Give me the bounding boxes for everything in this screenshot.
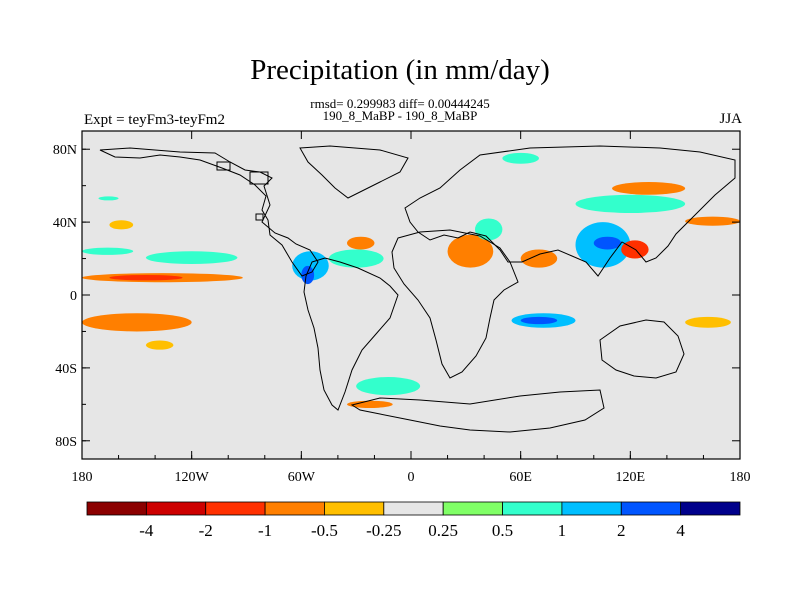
anomaly-north-pacific-west-positive: [98, 196, 119, 201]
chart-subtitle-periods: 190_8_MaBP - 190_8_MaBP: [322, 108, 478, 123]
colorbar-bin: [145, 501, 207, 516]
colorbar-bin: [383, 501, 444, 516]
anomaly-itcz-pacific-negative-core: [109, 274, 183, 281]
x-tick-label: 120E: [616, 470, 646, 485]
eurasia-outline: [404, 145, 736, 277]
colorbar-bin: [620, 501, 682, 516]
x-tick-label: 180: [72, 470, 93, 485]
season-label: JJA: [719, 111, 742, 127]
antarctica-outline: [350, 389, 605, 433]
y-tick-label: 40S: [55, 362, 77, 377]
colorbar-label: 1: [558, 521, 567, 540]
anomaly-south-atlantic-negative: [347, 400, 393, 408]
colorbar-label: -4: [139, 521, 154, 540]
colorbar-bin: [680, 501, 741, 516]
colorbar-bin: [561, 501, 622, 516]
x-tick-label: 120W: [175, 470, 210, 485]
colorbar-bin: [442, 501, 503, 516]
colorbar-bin: [86, 501, 147, 516]
anomaly-north-asia-positive: [575, 194, 686, 213]
colorbar-label: -0.25: [366, 521, 401, 540]
anomaly-north-pacific-negative: [109, 220, 134, 230]
anomaly-south-atlantic-positive: [356, 377, 421, 396]
anomaly-layer: [82, 152, 740, 408]
colorbar-label: 4: [676, 521, 685, 540]
y-tick-label: 80S: [55, 435, 77, 450]
chart-subtitle-stats: rmsd= 0.299983 diff= 0.00444245: [310, 96, 490, 111]
island-outline: [216, 161, 231, 171]
anomaly-north-atlantic-positive: [328, 249, 384, 268]
colorbar-bin: [205, 501, 266, 516]
anomaly-siberia-positive: [502, 152, 539, 164]
colorbar-label: -0.5: [311, 521, 338, 540]
anomaly-north-asia-negative: [612, 182, 686, 195]
anomaly-south-pacific-east-negative: [685, 316, 731, 328]
anomaly-east-asia-core: [593, 236, 622, 250]
greenland-outline: [299, 145, 409, 199]
chart-title: Precipitation (in mm/day): [250, 54, 550, 86]
colorbar-label: -1: [258, 521, 272, 540]
y-tick-label: 40N: [53, 216, 77, 231]
x-tick-label: 60W: [288, 470, 316, 485]
axis-ticks: [81, 131, 741, 459]
island-outline: [255, 213, 264, 221]
africa-outline: [391, 229, 519, 379]
island-outline: [249, 171, 269, 185]
x-tick-label: 0: [408, 470, 415, 485]
colorbar-label: 0.25: [428, 521, 458, 540]
south-america-outline: [303, 257, 399, 411]
anomaly-south-pacific-negative: [82, 313, 192, 332]
x-tick-label: 180: [730, 470, 751, 485]
plot-area: [82, 131, 740, 459]
anomaly-atlantic-negative: [347, 236, 375, 250]
y-tick-label: 80N: [53, 143, 77, 158]
anomaly-south-pacific-negative-2: [145, 340, 174, 350]
x-tick-label: 60E: [509, 470, 532, 485]
anomaly-tropical-pacific-west-positive: [82, 247, 134, 255]
colorbar-label: -2: [199, 521, 213, 540]
colorbar-bin: [264, 501, 325, 516]
anomaly-central-america-core: [301, 265, 315, 285]
experiment-label: Expt = teyFm3-teyFm2: [84, 112, 225, 128]
australia-outline: [599, 319, 685, 379]
colorbar-label: 2: [617, 521, 626, 540]
anomaly-south-indian-core: [520, 316, 558, 325]
anomaly-west-pacific-negative: [685, 216, 740, 226]
north-america-outline: [99, 147, 319, 277]
colorbar: -4 -2 -1 -0.5 -0.25 0.25 0.5 1 2 4: [86, 501, 741, 540]
colorbar-label: 0.5: [492, 521, 513, 540]
axis-tick-labels: 180 120W 60W 0 60E 120E 180 80N 40N 0 40S 80S: [53, 143, 751, 485]
anomaly-arabian-sea-negative: [520, 249, 558, 268]
colorbar-bin: [502, 501, 563, 516]
y-tick-label: 0: [70, 289, 77, 304]
colorbar-bin: [324, 501, 385, 516]
continent-outlines: [99, 145, 736, 433]
anomaly-mid-east-positive: [474, 218, 503, 241]
anomaly-mid-east-negative: [447, 234, 494, 268]
anomaly-tropical-pacific-positive: [145, 251, 238, 265]
